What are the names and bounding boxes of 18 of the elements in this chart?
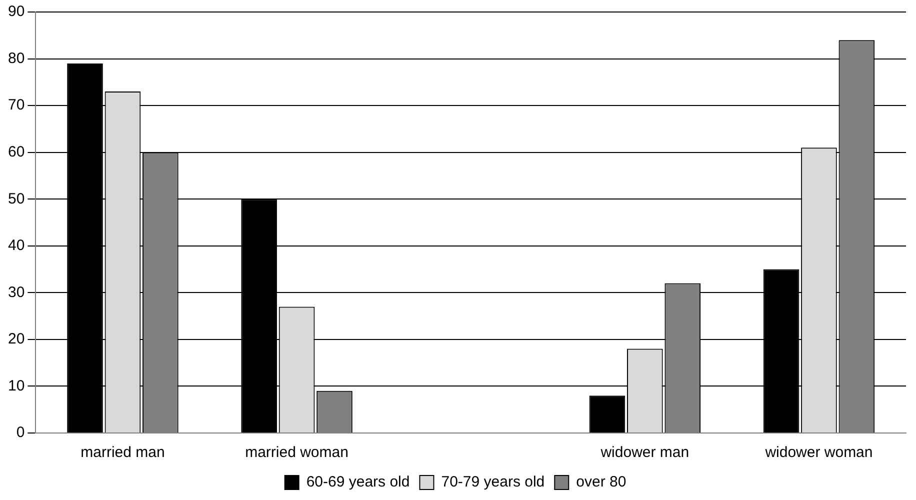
y-tick-label: 80 [8, 50, 25, 67]
y-tick-label: 40 [8, 237, 25, 254]
x-tick-label: married woman [245, 444, 348, 462]
y-tick-label: 70 [8, 96, 25, 114]
y-tick-label: 30 [8, 284, 25, 301]
y-tick-label: 60 [8, 143, 25, 160]
x-tick-label: widower woman [764, 444, 873, 462]
y-tick-label: 90 [8, 3, 25, 20]
y-tick-label: 50 [8, 190, 25, 208]
legend-label: 60-69 years old [306, 474, 410, 491]
bar [589, 396, 626, 432]
x-tick-label: widower man [600, 444, 690, 462]
y-tick-label: 20 [8, 330, 25, 348]
y-tick-label: 10 [8, 377, 25, 394]
y-tick-label: 0 [16, 424, 25, 442]
legend-label: over 80 [576, 474, 626, 491]
x-tick-label: married man [80, 444, 165, 462]
legend-label: 70-79 years old [441, 474, 545, 491]
